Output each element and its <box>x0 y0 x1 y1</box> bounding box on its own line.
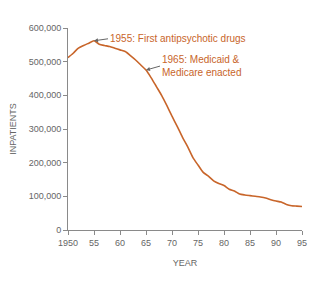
svg-text:55: 55 <box>89 238 99 248</box>
svg-text:1955: First antipsychotic drug: 1955: First antipsychotic drugs <box>110 33 246 44</box>
svg-text:400,000: 400,000 <box>29 90 62 100</box>
svg-text:85: 85 <box>245 238 255 248</box>
svg-text:65: 65 <box>141 238 151 248</box>
svg-text:200,000: 200,000 <box>29 158 62 168</box>
svg-text:80: 80 <box>219 238 229 248</box>
svg-text:300,000: 300,000 <box>29 124 62 134</box>
svg-text:YEAR: YEAR <box>173 258 198 268</box>
svg-text:1965: Medicaid &Medicare enact: 1965: Medicaid &Medicare enacted <box>162 54 242 78</box>
svg-text:95: 95 <box>297 238 307 248</box>
svg-text:60: 60 <box>115 238 125 248</box>
svg-text:500,000: 500,000 <box>29 57 62 67</box>
svg-text:0: 0 <box>56 225 61 235</box>
svg-text:100,000: 100,000 <box>29 191 62 201</box>
svg-text:600,000: 600,000 <box>29 23 62 33</box>
svg-text:75: 75 <box>193 238 203 248</box>
svg-text:70: 70 <box>167 238 177 248</box>
svg-text:INPATIENTS: INPATIENTS <box>8 103 18 155</box>
svg-text:1950: 1950 <box>58 238 78 248</box>
svg-text:90: 90 <box>271 238 281 248</box>
